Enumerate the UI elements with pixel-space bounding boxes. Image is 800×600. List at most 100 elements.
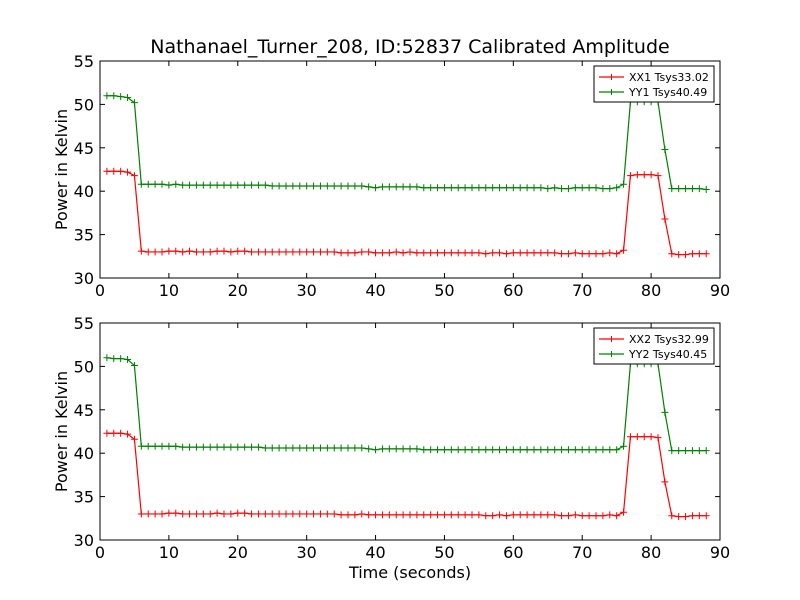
data-point [564,250,572,258]
data-point [392,445,400,453]
data-point [461,249,469,257]
data-point [523,184,531,192]
data-point [137,247,145,255]
legend-box [593,65,715,103]
data-point [661,478,669,486]
data-point [378,445,386,453]
data-point [303,444,311,452]
data-point [434,249,442,257]
data-point [137,442,145,450]
data-point [296,510,304,518]
data-point [406,248,414,256]
data-point [323,510,331,518]
data-point [516,446,524,454]
data-point [537,184,545,192]
data-point [585,184,593,192]
x-tick-label: 50 [434,543,454,562]
data-point [385,249,393,257]
data-point [344,444,352,452]
data-point [640,171,648,179]
data-point [130,362,138,370]
y-tick-label: 30 [74,269,94,288]
data-point [447,446,455,454]
data-point [399,511,407,519]
data-point [213,509,221,517]
data-point [564,512,572,520]
data-point [151,180,159,188]
data-point [144,442,152,450]
data-point [647,433,655,441]
data-point [179,510,187,518]
data-point [702,512,710,520]
data-point [454,446,462,454]
data-point [351,511,359,519]
series-2 [103,92,710,193]
data-point [310,182,318,190]
data-point [337,511,345,519]
data-point [530,511,538,519]
figure-title: Nathanael_Turner_208, ID:52837 Calibrate… [150,36,669,58]
data-point [303,510,311,518]
data-point [165,181,173,189]
data-point [241,181,249,189]
data-point [358,510,366,518]
data-point [592,446,600,454]
data-point [668,512,676,520]
data-point [220,181,228,189]
data-point [392,183,400,191]
data-point [496,249,504,257]
data-point [496,184,504,192]
data-point [585,512,593,520]
data-point [544,446,552,454]
y-tick-label: 30 [74,531,94,550]
data-point [682,185,690,193]
data-point [248,248,256,256]
y-tick-label: 50 [74,95,94,114]
data-point [406,183,414,191]
data-point [344,511,352,519]
data-point [620,246,628,254]
data-point [151,248,159,256]
data-point [158,442,166,450]
data-point [523,446,531,454]
x-tick-label: 80 [641,281,661,300]
data-point [248,181,256,189]
data-point [344,182,352,190]
panels: 0 10 20 30 40 50 60 70 80 90 30 35 40 45 50 55 Power in … [52,52,730,562]
data-point [130,99,138,107]
data-point [303,182,311,190]
data-point [378,249,386,257]
data-point [124,355,132,363]
data-point [695,512,703,520]
data-point [688,250,696,258]
data-point [509,249,517,257]
data-point [351,444,359,452]
data-point [385,445,393,453]
data-point [440,511,448,519]
data-point [551,249,559,257]
chart-panel-1: 0 10 20 30 40 50 60 70 80 90 30 35 40 45 50 55 Power in … [52,52,730,300]
data-point [241,509,249,517]
data-point [254,443,262,451]
data-point [316,182,324,190]
data-point [192,181,200,189]
data-point [310,248,318,256]
x-tick-label: 30 [296,543,316,562]
data-point [440,446,448,454]
data-point [551,511,559,519]
data-point [261,444,269,452]
data-point [461,184,469,192]
data-point [537,511,545,519]
data-point [158,510,166,518]
data-point [613,184,621,192]
data-point [323,182,331,190]
data-point [682,513,690,521]
data-point [454,511,462,519]
data-point [323,248,331,256]
data-point [289,510,297,518]
data-point [103,429,111,437]
data-point [571,511,579,519]
data-point [261,181,269,189]
data-point [682,251,690,259]
data-point [447,511,455,519]
